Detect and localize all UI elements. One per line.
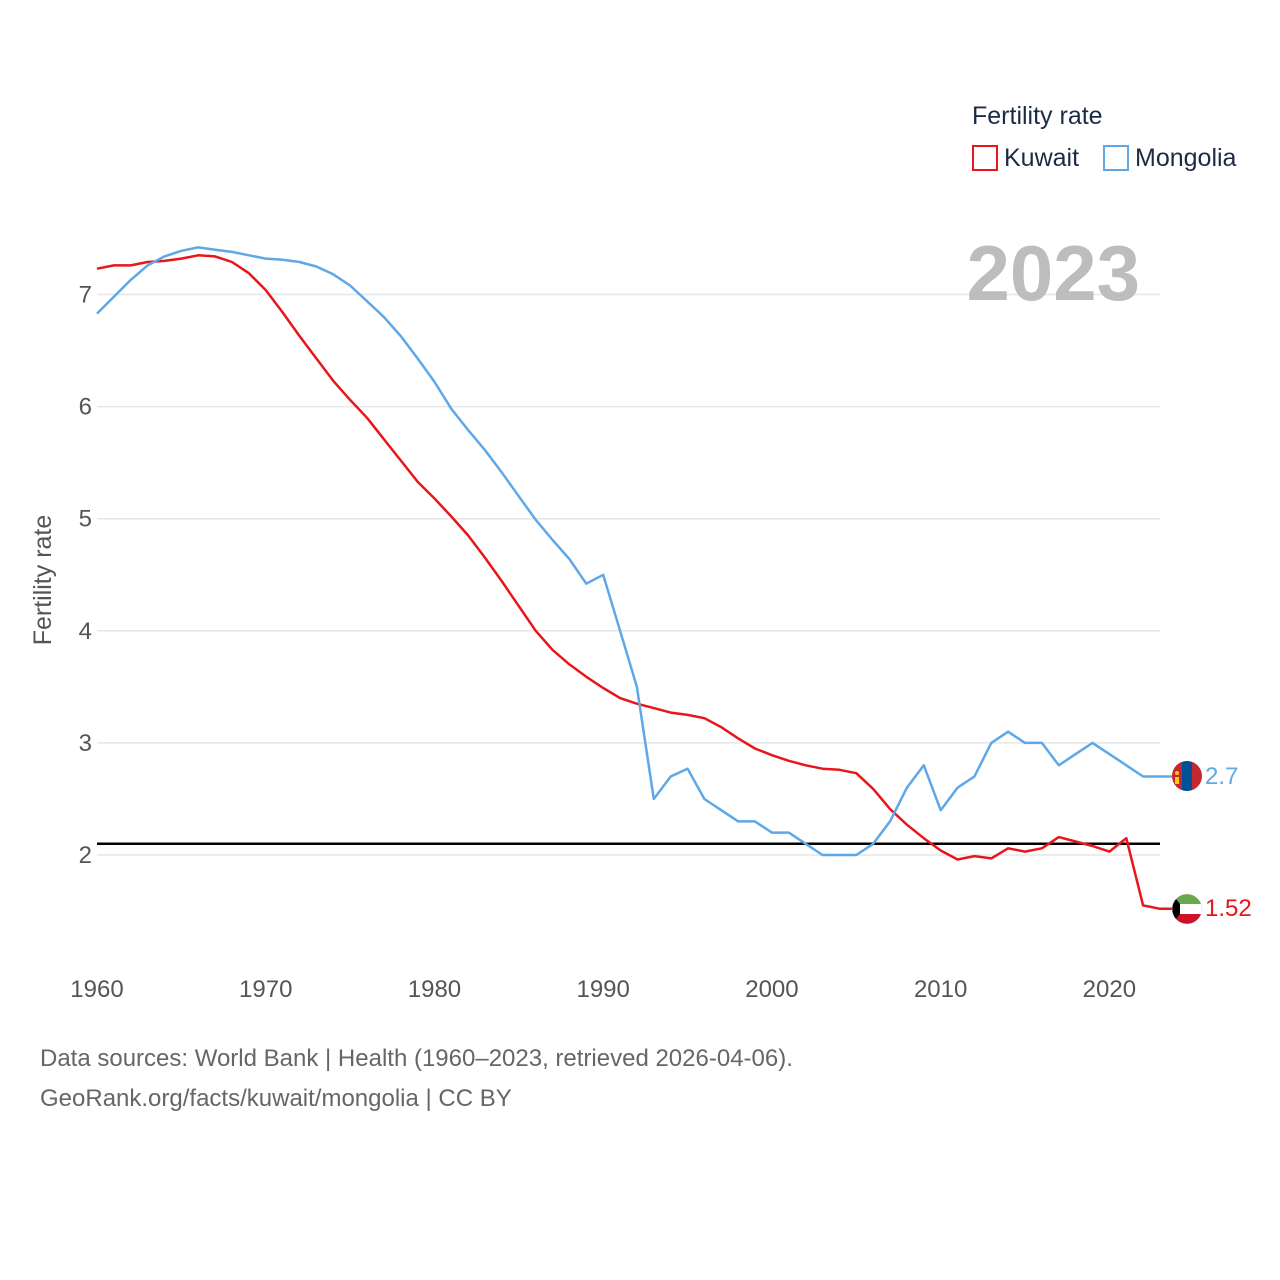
credit-link[interactable]: GeoRank.org/facts/kuwait/mongolia | CC B… [40,1085,512,1112]
series-lines [96,246,1172,911]
gridlines [97,293,1160,856]
y-axis-title: Fertility rate [29,515,57,646]
legend-swatch-kuwait [972,145,998,171]
y-tick-label: 6 [79,394,92,421]
legend-swatch-mongolia [1103,145,1129,171]
x-tick-label: 2010 [914,976,967,1003]
legend-label-kuwait: Kuwait [1004,144,1079,172]
legend: Fertility rate Kuwait Mongolia [972,102,1237,172]
legend-label-mongolia: Mongolia [1135,144,1237,172]
end-markers: 2.7 1.52 [1171,761,1252,925]
legend-item-mongolia[interactable]: Mongolia [1103,144,1237,172]
data-source-note: Data sources: World Bank | Health (1960–… [40,1045,793,1072]
legend-item-kuwait[interactable]: Kuwait [972,144,1079,172]
x-tick-label: 1960 [70,976,123,1003]
mongolia-flag-icon [1172,761,1202,791]
y-tick-label: 7 [79,282,92,309]
x-tick-label: 2020 [1083,976,1136,1003]
year-display: 2023 [966,229,1140,317]
y-tick-label: 5 [79,506,92,533]
x-tick-label: 1970 [239,976,292,1003]
series-line-kuwait [96,254,1172,911]
legend-title: Fertility rate [972,102,1103,130]
kuwait-flag-icon [1171,893,1203,925]
x-tick-label: 2000 [745,976,798,1003]
y-tick-label: 4 [79,618,92,645]
y-tick-label: 2 [79,842,92,869]
x-tick-label: 1990 [576,976,629,1003]
x-axis-ticks: 1960 1970 1980 1990 2000 2010 2020 [70,976,1136,1003]
mongolia-end-value: 2.7 [1205,763,1238,790]
y-axis-ticks: 2 3 4 5 6 7 [79,282,92,870]
series-line-mongolia [96,246,1172,857]
x-tick-label: 1980 [408,976,461,1003]
y-tick-label: 3 [79,730,92,757]
kuwait-end-value: 1.52 [1205,895,1252,922]
